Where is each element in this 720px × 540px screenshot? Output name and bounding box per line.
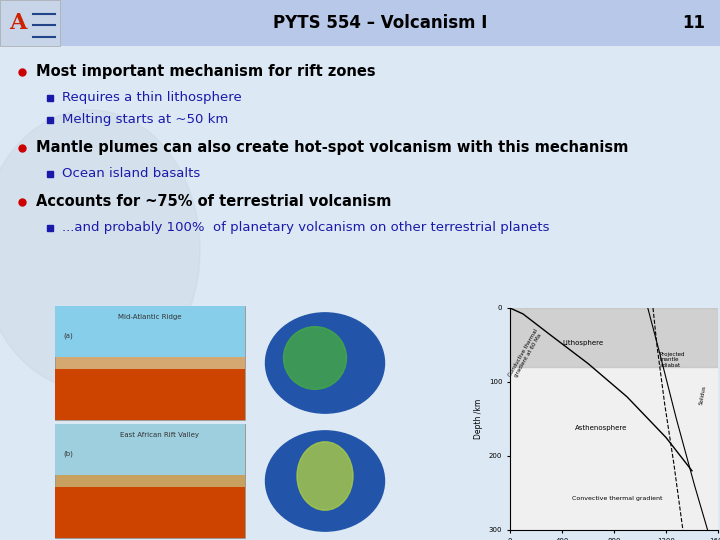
Ellipse shape [266,431,384,531]
Text: Convective thermal gradient: Convective thermal gradient [572,496,663,502]
Text: East African Rift Valley: East African Rift Valley [120,432,199,438]
FancyBboxPatch shape [55,487,245,538]
FancyBboxPatch shape [55,424,245,538]
Text: Conductive thermal
gradient at 60 Ma: Conductive thermal gradient at 60 Ma [508,328,544,380]
FancyBboxPatch shape [55,424,245,475]
Text: Accounts for ~75% of terrestrial volcanism: Accounts for ~75% of terrestrial volcani… [36,194,392,210]
FancyBboxPatch shape [55,306,245,420]
Text: Most important mechanism for rift zones: Most important mechanism for rift zones [36,64,376,79]
Text: 11: 11 [682,14,705,32]
Text: Mid-Atlantic Ridge: Mid-Atlantic Ridge [118,314,181,320]
Y-axis label: Depth /km: Depth /km [474,399,483,439]
Text: Mantle plumes can also create hot-spot volcanism with this mechanism: Mantle plumes can also create hot-spot v… [36,140,629,156]
FancyBboxPatch shape [0,0,60,46]
Ellipse shape [284,327,346,389]
Bar [510,308,718,367]
Text: A: A [9,12,27,34]
Text: (b): (b) [63,451,73,457]
Text: ...and probably 100%  of planetary volcanism on other terrestrial planets: ...and probably 100% of planetary volcan… [62,221,549,234]
FancyBboxPatch shape [0,0,720,46]
Text: (a): (a) [63,333,73,340]
Text: Solidus: Solidus [698,385,707,405]
FancyBboxPatch shape [55,306,245,357]
FancyBboxPatch shape [55,369,245,420]
Text: Projected
mantle
adiabat: Projected mantle adiabat [660,352,685,368]
Ellipse shape [297,442,353,510]
Text: Ocean island basalts: Ocean island basalts [62,167,200,180]
Text: Asthenosphere: Asthenosphere [575,425,627,431]
Text: PYTS 554 – Volcanism I: PYTS 554 – Volcanism I [273,14,487,32]
Ellipse shape [266,313,384,413]
Text: Requires a thin lithosphere: Requires a thin lithosphere [62,91,242,104]
Text: Lithosphere: Lithosphere [562,340,603,346]
Text: Melting starts at ~50 km: Melting starts at ~50 km [62,113,228,126]
Ellipse shape [0,110,200,390]
